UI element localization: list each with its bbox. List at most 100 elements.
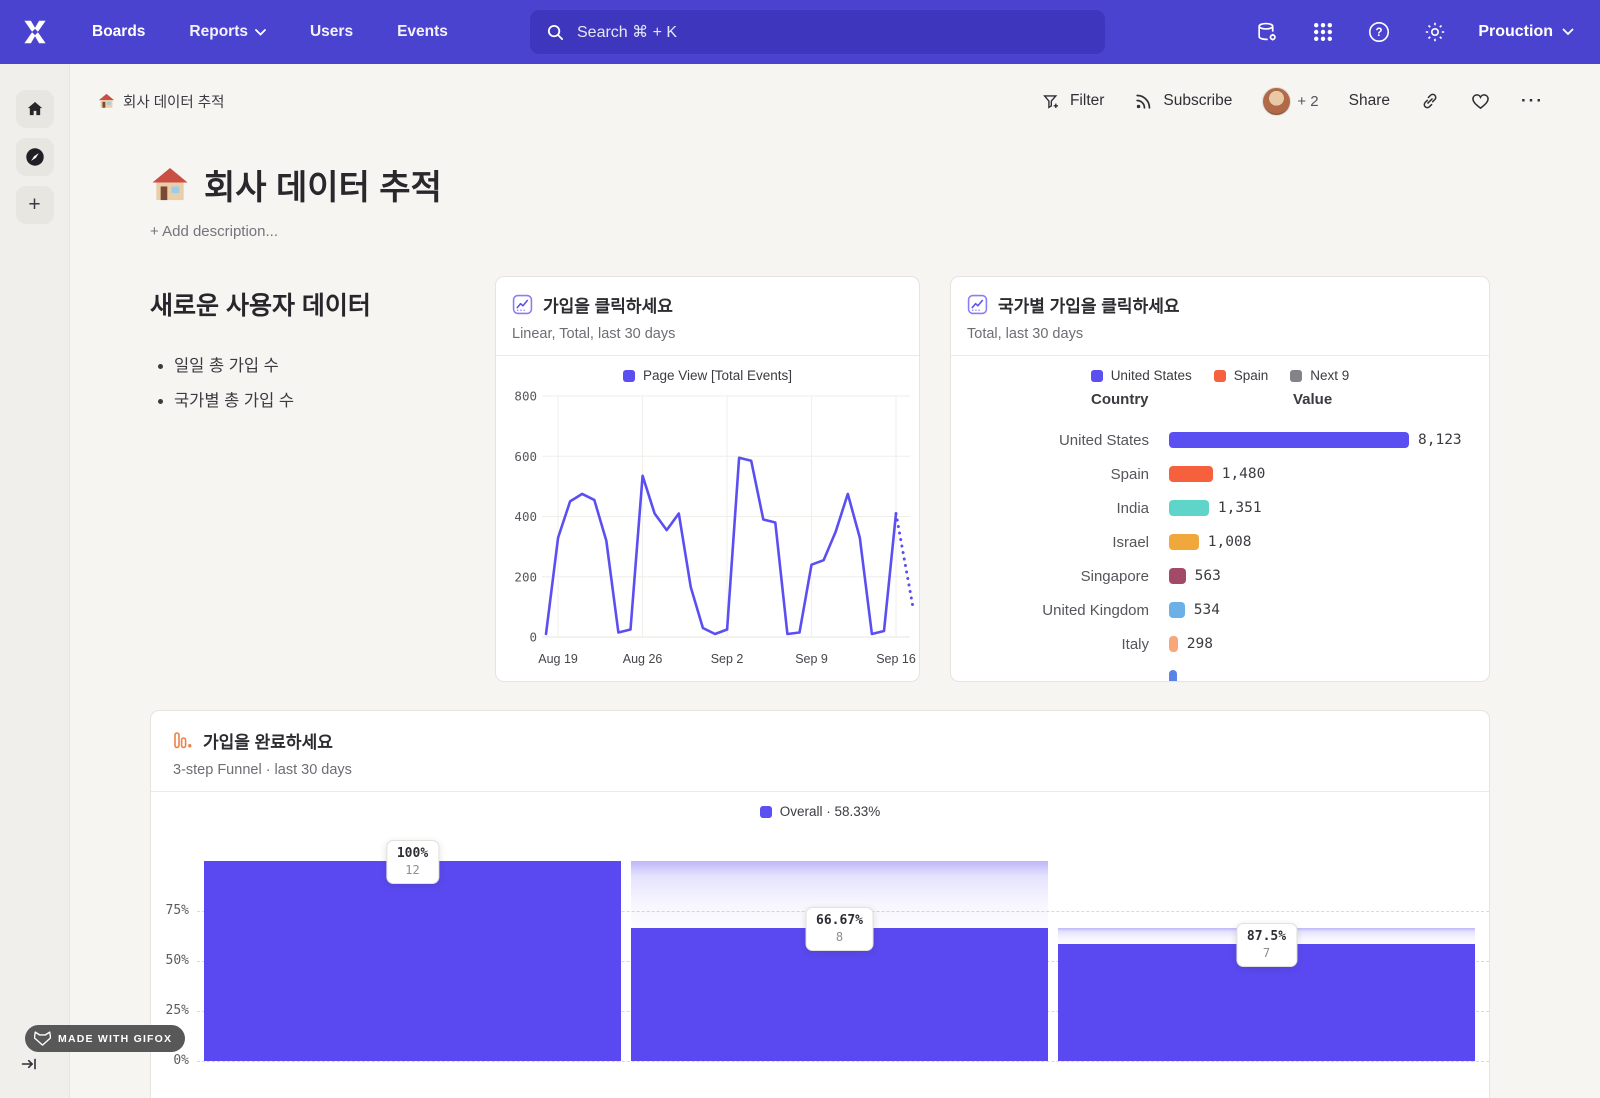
apps-grid-icon[interactable]: [1310, 19, 1336, 45]
country-bar[interactable]: [1169, 432, 1409, 448]
help-icon[interactable]: ?: [1366, 19, 1392, 45]
country-row[interactable]: India 1,351: [951, 491, 1489, 525]
funnel-subtitle: 3-step Funnel · last 30 days: [173, 762, 352, 778]
left-rail: +: [0, 64, 70, 1098]
legend-item[interactable]: Overall · 58.33%: [759, 804, 880, 819]
funnel-plot[interactable]: 75% 50% 25% 0% 100% 12 66.67% 8 87.5% 7: [151, 711, 1489, 1098]
legend-item[interactable]: United States: [1090, 368, 1192, 383]
breadcrumb[interactable]: 회사 데이터 추적: [98, 91, 224, 112]
country-bar-track: 298: [1169, 636, 1213, 652]
country-bar[interactable]: [1169, 568, 1186, 584]
nav-events[interactable]: Events: [397, 23, 448, 40]
country-value: 1,480: [1221, 466, 1266, 482]
more-menu-button[interactable]: ···: [1521, 91, 1544, 110]
chevron-down-icon: [1562, 28, 1574, 36]
country-row[interactable]: Israel 1,008: [951, 525, 1489, 559]
favorite-button[interactable]: [1470, 91, 1491, 111]
funnel-step-label: 87.5% 7: [1235, 923, 1298, 968]
discover-button[interactable]: [15, 138, 54, 176]
nav-boards[interactable]: Boards: [92, 23, 146, 40]
subscribe-button[interactable]: Subscribe: [1134, 91, 1232, 111]
line-chart-card[interactable]: 가입을 클릭하세요 Linear, Total, last 30 days Pa…: [495, 276, 920, 682]
country-bar[interactable]: [1169, 466, 1213, 482]
text-tile-list: 일일 총 가입 수 국가별 총 가입 수: [174, 352, 480, 411]
country-row[interactable]: Spain 1,480: [951, 457, 1489, 491]
country-label: Singapore: [1080, 567, 1149, 585]
funnel-step-conversion: 66.67%: [816, 912, 863, 928]
country-bar[interactable]: [1169, 636, 1178, 652]
text-tile[interactable]: 새로운 사용자 데이터 일일 총 가입 수 국가별 총 가입 수: [150, 276, 480, 422]
collaborator-count: + 2: [1297, 92, 1319, 110]
funnel-gridline: [197, 1061, 1489, 1062]
country-value: 298: [1186, 636, 1213, 652]
country-bar[interactable]: [1169, 534, 1199, 550]
country-bar-track: 563: [1169, 568, 1221, 584]
breadcrumb-title: 회사 데이터 추적: [123, 94, 225, 111]
country-row[interactable]: United States 8,123: [951, 423, 1489, 457]
compass-icon: [25, 148, 44, 166]
funnel-bar[interactable]: [204, 861, 621, 1061]
funnel-card[interactable]: 가입을 완료하세요 3-step Funnel · last 30 days O…: [150, 710, 1490, 1098]
svg-text:Sep 2: Sep 2: [711, 652, 744, 666]
svg-text:0: 0: [529, 630, 537, 645]
legend-item[interactable]: Page View [Total Events]: [622, 368, 793, 383]
country-bar[interactable]: [1169, 500, 1209, 516]
mixpanel-logo[interactable]: [0, 17, 70, 47]
country-bar-title: 국가별 가입을 클릭하세요: [998, 297, 1180, 316]
country-value: 563: [1194, 568, 1221, 584]
country-row[interactable]: United Kingdom 534: [951, 593, 1489, 627]
mixpanel-logo-icon: [24, 20, 46, 44]
funnel-legend: Overall · 58.33%: [151, 804, 1489, 819]
country-label: Spain: [1110, 465, 1149, 483]
data-management-icon[interactable]: [1254, 19, 1280, 45]
gifox-label: MADE WITH GIFOX: [58, 1032, 173, 1045]
nav-users[interactable]: Users: [309, 23, 354, 40]
text-tile-bullet: 일일 총 가입 수: [174, 352, 480, 376]
country-bar[interactable]: [1169, 602, 1185, 618]
legend-label: Page View [Total Events]: [642, 368, 793, 383]
home-button[interactable]: [15, 90, 54, 128]
svg-text:200: 200: [514, 569, 537, 584]
line-chart-icon: [512, 294, 533, 315]
nav-reports[interactable]: Reports: [189, 23, 266, 41]
country-row[interactable]: Singapore 563: [951, 559, 1489, 593]
country-row-clipped: [951, 661, 1489, 681]
funnel-step-count: 8: [835, 929, 844, 944]
board-header: 회사 데이터 추적 + Add description...: [70, 160, 1600, 240]
country-row[interactable]: Italy 298: [951, 627, 1489, 661]
avatar: [1262, 86, 1292, 116]
line-chart-icon: [967, 294, 988, 315]
add-board-button[interactable]: +: [15, 186, 54, 224]
environment-picker[interactable]: Prouction: [1478, 23, 1574, 41]
line-chart-plot[interactable]: 0 200 400 600 800 Aug 19 Aug 26 Sep 2 Sep 9 Sep 1…: [496, 383, 919, 675]
legend-label: United States: [1110, 368, 1192, 383]
rss-icon: [1136, 94, 1151, 109]
link-icon: [1423, 93, 1437, 109]
funnel-y-label: 75%: [165, 903, 189, 918]
country-bar-card[interactable]: 국가별 가입을 클릭하세요 Total, last 30 days United…: [950, 276, 1490, 682]
search-input[interactable]: Search ⌘ + K: [530, 10, 1105, 54]
svg-text:600: 600: [514, 449, 537, 464]
share-button[interactable]: Share: [1348, 92, 1391, 109]
heart-icon: [1472, 94, 1489, 110]
funnel-step-label: 66.67% 8: [805, 906, 874, 951]
nav-right-group: ? Prouction: [1254, 0, 1600, 64]
country-bar-track: 1,008: [1169, 534, 1251, 550]
filter-label: Filter: [1069, 92, 1105, 109]
country-label: Italy: [1121, 635, 1149, 653]
funnel-chart-icon: [174, 732, 192, 749]
main-content: 회사 데이터 추적 Filter Subscribe + 2: [70, 64, 1600, 1098]
copy-link-button[interactable]: [1420, 91, 1440, 111]
settings-gear-icon[interactable]: [1422, 19, 1448, 45]
svg-text:Sep 16: Sep 16: [876, 652, 916, 666]
legend-item[interactable]: Next 9: [1290, 368, 1349, 383]
legend-item[interactable]: Spain: [1213, 368, 1268, 383]
country-label: United Kingdom: [1042, 601, 1149, 619]
add-description-button[interactable]: + Add description...: [150, 223, 278, 240]
arrow-to-bar-icon: [21, 1058, 36, 1070]
page-title-text: 회사 데이터 추적: [204, 169, 442, 207]
expand-sidebar-button[interactable]: [20, 1054, 40, 1074]
filter-button[interactable]: Filter: [1042, 92, 1104, 111]
collaborators[interactable]: + 2: [1262, 86, 1319, 116]
page-title[interactable]: 회사 데이터 추적: [150, 160, 1600, 209]
